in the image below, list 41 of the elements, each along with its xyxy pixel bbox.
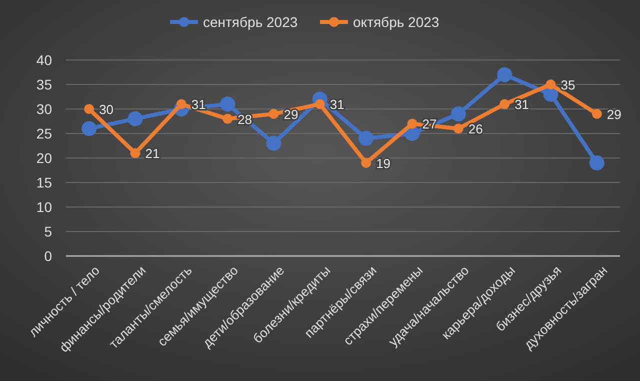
point [358,130,374,146]
point [543,86,558,102]
point [592,108,602,119]
point [176,99,186,110]
legend-label: октябрь 2023 [353,14,440,30]
point [222,114,233,124]
y-tick-label: 25 [36,125,52,142]
data-label: 26 [468,122,483,137]
point [453,124,464,134]
y-tick-label: 20 [36,150,52,166]
point [361,158,372,168]
data-label: 31 [330,97,344,112]
point [268,108,279,119]
point [130,148,140,158]
point [128,111,143,126]
y-tick-label: 35 [36,76,52,92]
point [497,67,512,82]
y-tick-label: 10 [36,198,52,215]
point [500,99,510,110]
data-label: 19 [376,156,391,171]
data-label: 28 [238,112,252,127]
data-label: 30 [99,102,114,117]
point [220,96,236,112]
legend-label: сентябрь 2023 [203,14,298,30]
y-tick-label: 30 [36,100,52,117]
y-tick-label: 0 [44,248,52,264]
data-label: 29 [606,106,622,122]
point [82,121,97,136]
point [314,99,325,110]
point [589,155,604,170]
data-label: 35 [560,78,576,92]
y-tick-label: 40 [36,52,52,68]
point [84,104,94,114]
point [450,106,466,122]
point [407,118,418,129]
data-label: 21 [145,146,160,162]
point [266,136,282,151]
y-tick-label: 15 [36,174,52,190]
data-label: 31 [514,97,530,112]
point [546,80,556,90]
y-tick-label: 5 [44,223,52,240]
